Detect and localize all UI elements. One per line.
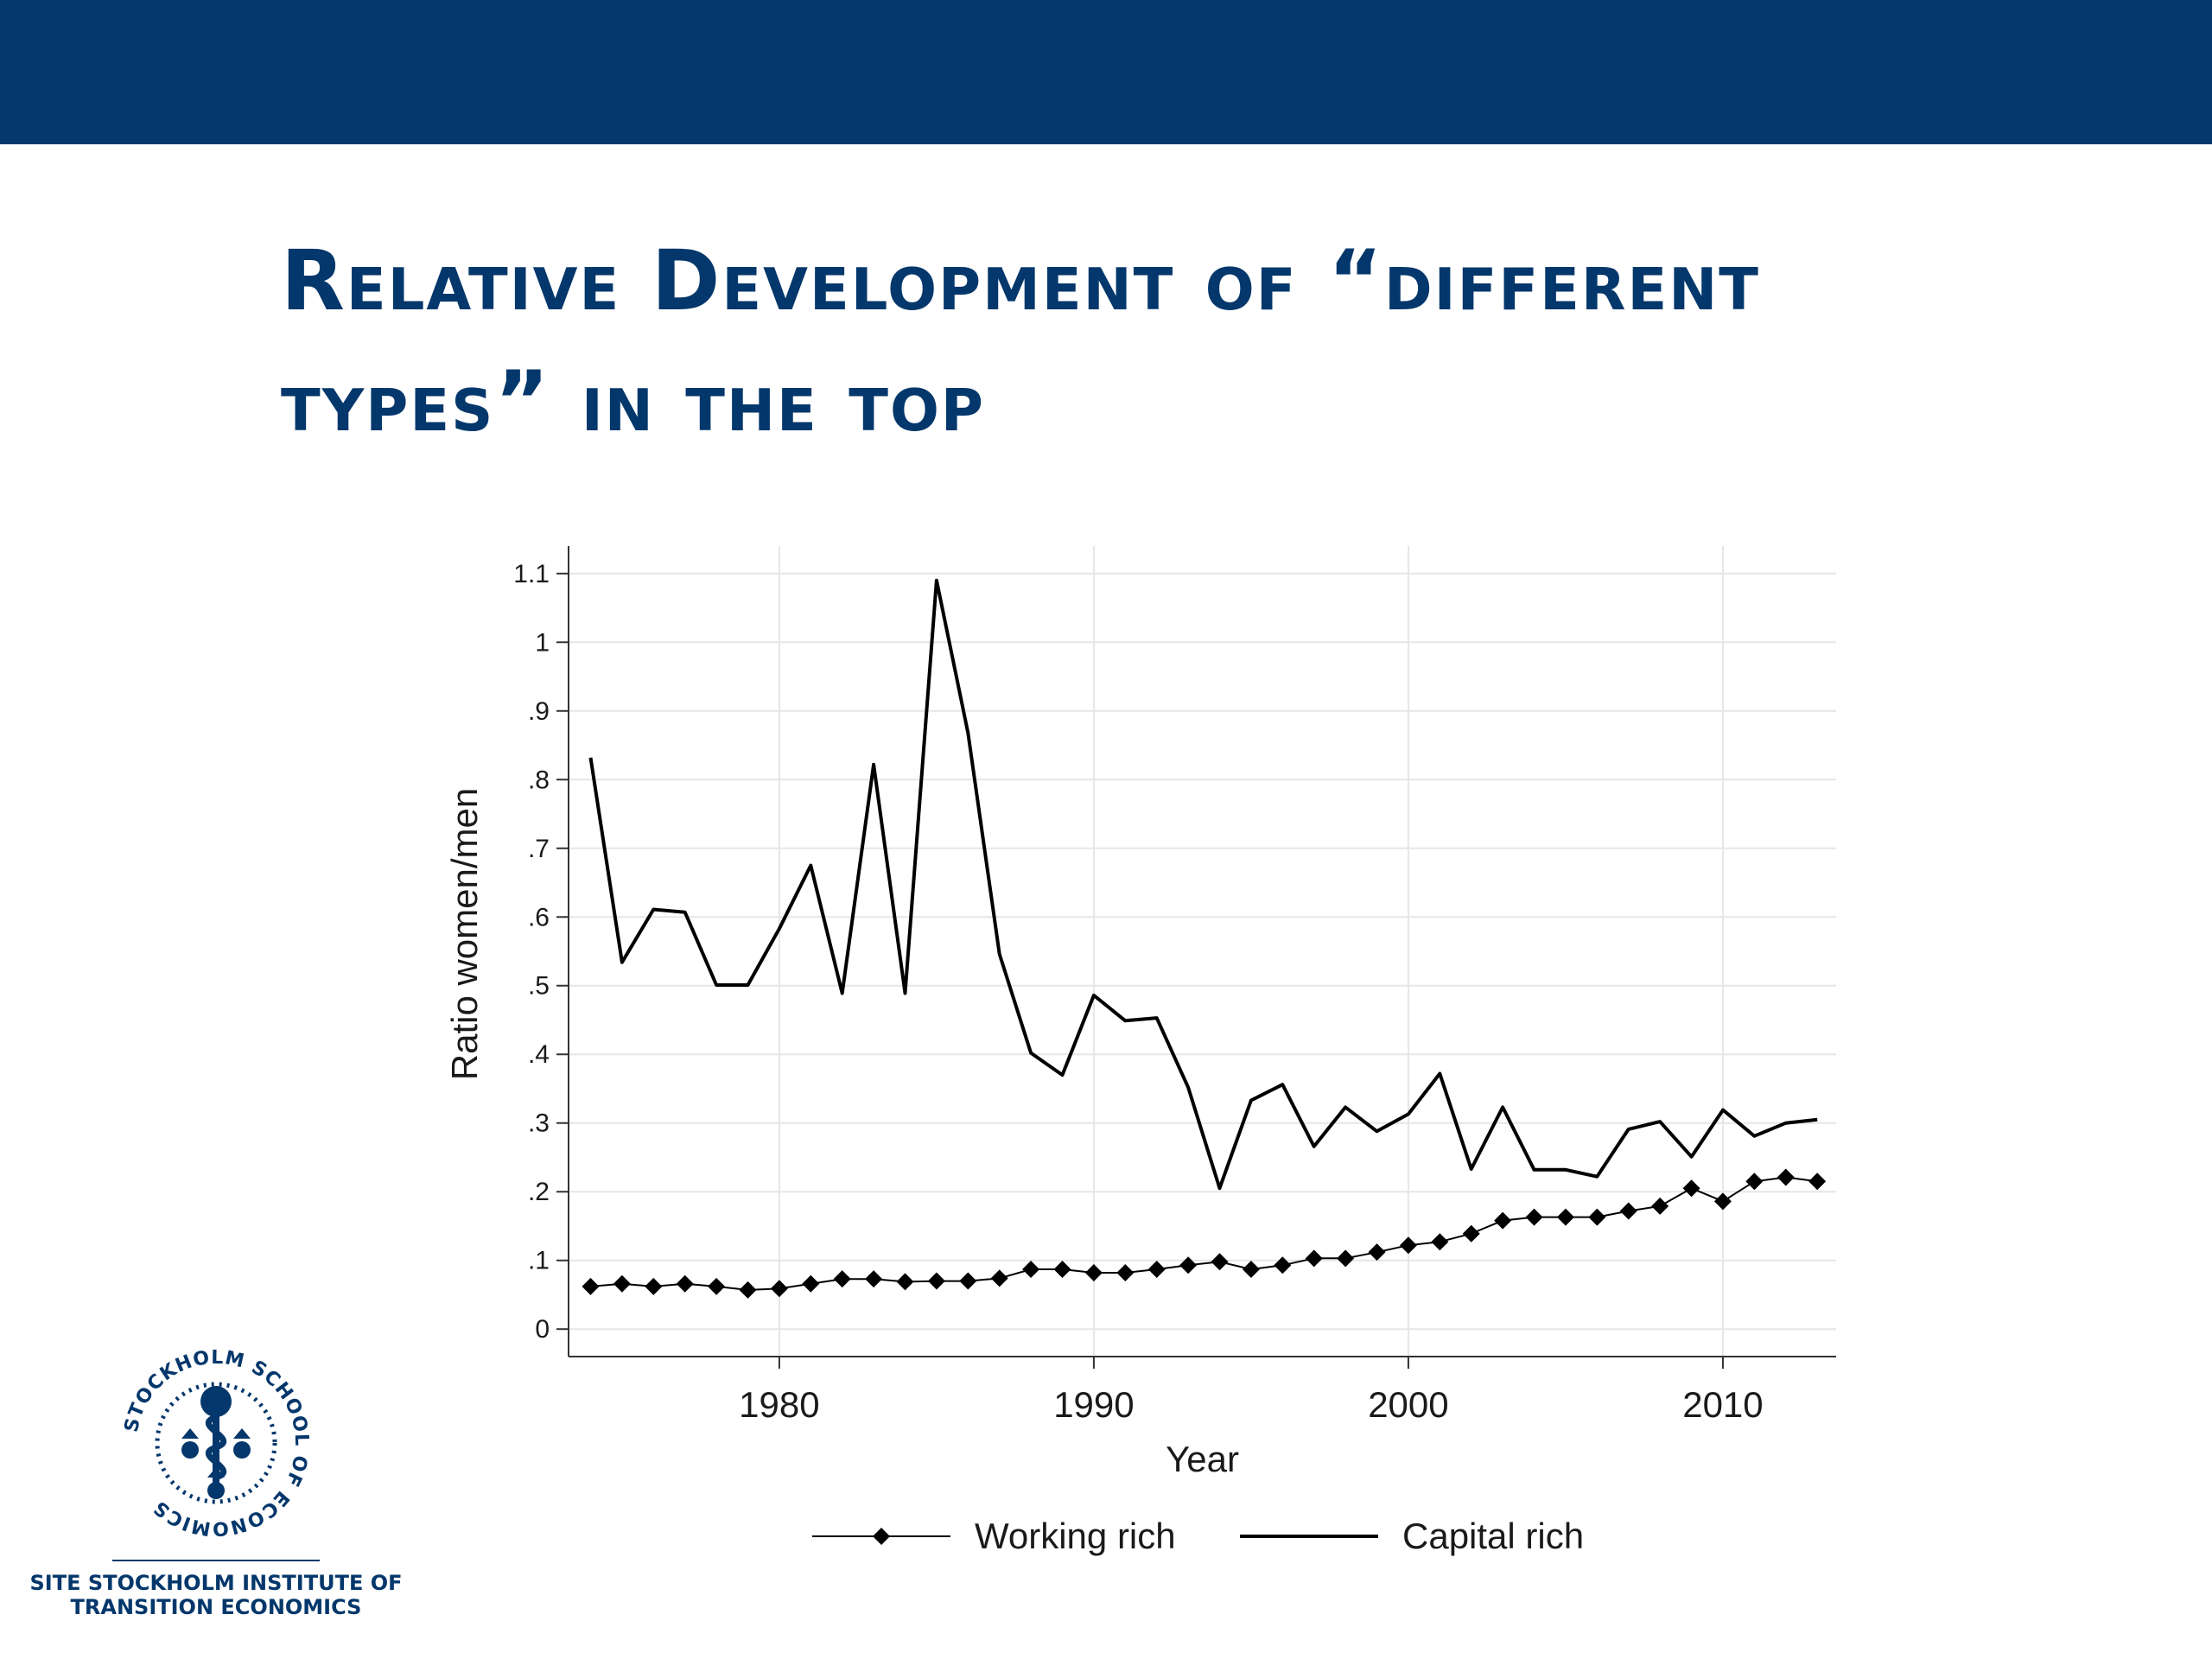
data-point-working-rich xyxy=(927,1272,945,1290)
y-tick-label: .1 xyxy=(528,1247,550,1275)
chart-series-group xyxy=(582,578,1827,1299)
y-tick-label: .7 xyxy=(528,835,550,863)
data-point-working-rich xyxy=(865,1270,883,1288)
y-tick-label: .5 xyxy=(528,972,550,1001)
data-point-working-rich xyxy=(645,1277,663,1295)
data-point-working-rich xyxy=(833,1270,851,1288)
data-point-working-rich xyxy=(896,1273,914,1291)
data-point-working-rich xyxy=(1713,1192,1732,1211)
site-logo: STOCKHOLM SCHOOL OF ECONOMICS SITE STOCK… xyxy=(26,1348,402,1624)
logo-caption: SITE STOCKHOLM INSTITUTE OF TRANSITION E… xyxy=(26,1571,406,1619)
x-tick-label: 2000 xyxy=(1368,1384,1448,1425)
legend-label-working-rich: Working rich xyxy=(975,1516,1176,1556)
data-point-working-rich xyxy=(1777,1168,1795,1186)
data-point-working-rich xyxy=(1242,1261,1260,1279)
chart-axes xyxy=(568,546,1836,1357)
x-tick-label: 1980 xyxy=(739,1384,819,1425)
data-point-working-rich xyxy=(1651,1197,1669,1215)
slide-title-line-2: types” in the top xyxy=(281,353,986,450)
x-tick-label: 2010 xyxy=(1682,1384,1763,1425)
y-tick-label: .6 xyxy=(528,903,550,931)
y-tick-label: 1.1 xyxy=(513,560,550,588)
header-bar xyxy=(0,0,2212,144)
y-tick-label: .3 xyxy=(528,1109,550,1138)
chart-ticks: 0 .1 .2 .3 .4 .5 .6 .7 .8 .9 1 1.1 1980 1990 2000 2010 xyxy=(513,560,1763,1425)
data-point-working-rich xyxy=(613,1274,631,1293)
data-point-working-rich xyxy=(1022,1261,1040,1279)
data-point-working-rich xyxy=(990,1269,1008,1287)
x-tick-label: 1990 xyxy=(1053,1384,1134,1425)
y-tick-label: 1 xyxy=(535,628,550,657)
data-point-working-rich xyxy=(802,1274,820,1293)
data-point-working-rich xyxy=(1808,1173,1827,1191)
data-point-working-rich xyxy=(959,1272,977,1290)
logo-divider xyxy=(112,1560,320,1561)
data-point-working-rich xyxy=(1619,1202,1637,1220)
data-point-working-rich xyxy=(582,1277,600,1295)
data-point-working-rich xyxy=(770,1280,788,1298)
logo-caption-line-1: SITE STOCKHOLM INSTITUTE OF xyxy=(29,1571,403,1595)
data-point-working-rich xyxy=(1305,1249,1323,1268)
data-point-working-rich xyxy=(1053,1261,1071,1279)
data-point-working-rich xyxy=(1682,1179,1700,1198)
data-point-working-rich xyxy=(1337,1249,1355,1268)
stockholm-school-seal-icon: STOCKHOLM SCHOOL OF ECONOMICS xyxy=(121,1348,311,1538)
data-point-working-rich xyxy=(1084,1264,1103,1282)
chart-legend: Working rich Capital rich xyxy=(812,1516,1584,1556)
data-point-working-rich xyxy=(1274,1256,1292,1274)
data-point-working-rich xyxy=(1556,1208,1574,1226)
data-point-working-rich xyxy=(1368,1243,1386,1262)
data-point-working-rich xyxy=(1525,1208,1543,1226)
y-tick-label: .8 xyxy=(528,766,550,794)
data-point-working-rich xyxy=(1745,1173,1764,1191)
data-point-working-rich xyxy=(1399,1236,1417,1255)
y-tick-label: 0 xyxy=(535,1315,550,1344)
slide-title: Relative Development of “different types… xyxy=(281,220,1923,462)
data-point-working-rich xyxy=(1179,1256,1198,1274)
data-point-working-rich xyxy=(1462,1224,1480,1243)
data-point-working-rich xyxy=(1211,1253,1229,1271)
y-axis-label: Ratio women/men xyxy=(444,788,485,1080)
y-tick-label: .9 xyxy=(528,697,550,726)
series-line-capital-rich xyxy=(588,578,1818,1191)
series-line-working-rich xyxy=(590,1176,1818,1291)
logo-caption-line-2: TRANSITION ECONOMICS xyxy=(70,1595,362,1619)
x-axis-label: Year xyxy=(1166,1439,1239,1479)
slide-title-line-1: Relative Development of “different xyxy=(281,232,1761,329)
data-point-working-rich xyxy=(739,1281,757,1299)
y-tick-label: .4 xyxy=(528,1040,550,1069)
data-point-working-rich xyxy=(1494,1211,1512,1230)
y-tick-label: .2 xyxy=(528,1178,550,1206)
data-point-working-rich xyxy=(708,1277,726,1295)
data-point-working-rich xyxy=(1588,1208,1606,1226)
data-point-working-rich xyxy=(1147,1261,1166,1279)
legend-label-capital-rich: Capital rich xyxy=(1402,1516,1584,1556)
data-point-working-rich xyxy=(676,1274,694,1293)
data-point-working-rich xyxy=(1116,1264,1135,1282)
data-point-working-rich xyxy=(1431,1233,1449,1251)
legend-marker-working-rich xyxy=(873,1528,890,1545)
chart-gridlines xyxy=(569,546,1836,1357)
